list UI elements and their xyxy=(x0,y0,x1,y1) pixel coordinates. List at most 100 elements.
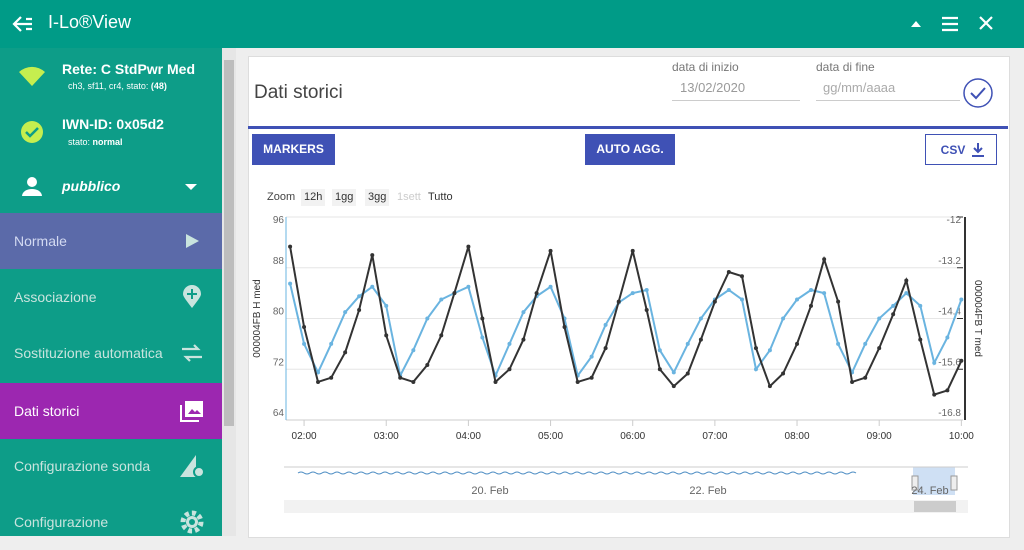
data-point xyxy=(767,384,772,389)
zoom-button-disabled: 1sett xyxy=(394,189,424,206)
series-line xyxy=(289,283,963,379)
data-point xyxy=(753,367,758,372)
csv-label: CSV xyxy=(940,143,966,157)
data-point xyxy=(644,308,649,313)
data-point xyxy=(739,297,744,302)
back-icon[interactable] xyxy=(12,14,34,34)
navigator-scrollbar[interactable] xyxy=(284,500,968,513)
auto-update-button[interactable]: AUTO AGG. xyxy=(585,134,675,165)
y-tick-label: 88 xyxy=(273,256,285,267)
data-point xyxy=(671,384,676,389)
data-point xyxy=(411,348,416,353)
app-title: I-Lo®View xyxy=(48,12,131,32)
data-point xyxy=(357,294,362,299)
markers-button[interactable]: MARKERS xyxy=(252,134,335,165)
series-line xyxy=(289,246,963,396)
data-point xyxy=(918,303,923,308)
menu-item-active[interactable]: Dati storici xyxy=(0,383,222,439)
menu-item[interactable]: Normale xyxy=(0,213,222,269)
end-placeholder: gg/mm/aaaa xyxy=(823,80,896,95)
divider xyxy=(248,126,1008,129)
navigator-selection[interactable] xyxy=(913,467,955,495)
navigator-label: 22. Feb xyxy=(689,485,726,497)
data-point xyxy=(316,379,321,384)
zoom-label: Zoom xyxy=(267,191,296,203)
panel-title: Dati storici xyxy=(254,82,343,103)
data-point xyxy=(384,303,389,308)
app: I-Lo®View Rete: C StdPwr Med ch3, sf11, … xyxy=(0,0,1024,538)
data-point xyxy=(959,358,964,363)
data-point xyxy=(343,350,348,355)
zoom-button[interactable]: 12h xyxy=(301,189,326,206)
data-point xyxy=(316,370,321,375)
gear-icon xyxy=(180,510,204,534)
data-point xyxy=(712,299,717,304)
data-point xyxy=(630,291,635,296)
data-point xyxy=(945,335,950,340)
y2-tick-label: -12 xyxy=(947,215,962,226)
download-icon xyxy=(972,143,984,157)
menu-label: Normale xyxy=(14,233,67,249)
pin-icon xyxy=(183,285,201,308)
data-point xyxy=(370,284,375,289)
data-point xyxy=(329,341,334,346)
data-point xyxy=(767,348,772,353)
data-point xyxy=(795,297,800,302)
wifi-icon xyxy=(19,66,45,86)
data-point xyxy=(863,375,868,380)
navigator-series xyxy=(297,471,857,475)
start-input[interactable]: 13/02/2020 xyxy=(672,80,800,101)
data-point xyxy=(685,341,690,346)
menu-item[interactable]: Associazione xyxy=(0,269,222,325)
data-point xyxy=(877,316,882,321)
menu-item[interactable]: Sostituzione automatica xyxy=(0,325,222,381)
data-point xyxy=(603,346,608,351)
x-tick-label: 08:00 xyxy=(785,431,810,442)
y-tick-label: 64 xyxy=(273,408,285,419)
data-point xyxy=(589,354,594,359)
data-point xyxy=(877,346,882,351)
navigator-handle[interactable] xyxy=(911,475,919,491)
state: normal xyxy=(92,137,123,147)
state-label: stato: xyxy=(68,137,91,147)
data-point xyxy=(507,367,512,372)
data-point xyxy=(507,341,512,346)
y-tick-label: 80 xyxy=(273,307,285,318)
zoom-button[interactable]: 1gg xyxy=(332,189,357,206)
menu-label: Associazione xyxy=(14,289,97,305)
data-point xyxy=(809,303,814,308)
menu-item[interactable]: Configurazione xyxy=(0,494,222,550)
x-tick-label: 09:00 xyxy=(867,431,892,442)
menu-item[interactable]: Configurazione sonda xyxy=(0,438,222,494)
dropdown-icon[interactable] xyxy=(184,182,198,192)
end-input[interactable]: gg/mm/aaaa xyxy=(816,80,960,101)
data-point xyxy=(795,341,800,346)
confirm-button[interactable] xyxy=(962,77,994,109)
probe-icon xyxy=(180,455,205,478)
window-controls[interactable] xyxy=(908,14,998,34)
play-icon xyxy=(186,234,199,248)
data-point xyxy=(822,291,827,296)
navigator-handle[interactable] xyxy=(950,475,958,491)
scroll-thumb[interactable] xyxy=(224,60,234,426)
data-point xyxy=(945,388,950,393)
data-point xyxy=(836,341,841,346)
data-point xyxy=(521,337,526,342)
data-point xyxy=(480,316,485,321)
navigator-scroll-thumb[interactable] xyxy=(914,501,956,512)
data-point xyxy=(671,370,676,375)
data-point xyxy=(809,287,814,292)
data-point xyxy=(698,337,703,342)
data-point xyxy=(781,316,786,321)
data-point xyxy=(726,269,731,274)
x-tick-label: 10:00 xyxy=(949,431,974,442)
zoom-button[interactable]: 3gg xyxy=(365,189,390,206)
data-point xyxy=(603,322,608,327)
csv-button[interactable]: CSV xyxy=(925,134,997,165)
user-name[interactable]: pubblico xyxy=(62,178,121,194)
menu-label: Configurazione xyxy=(14,514,109,530)
zoom-button[interactable]: Tutto xyxy=(425,189,456,206)
sidebar-scrollbar[interactable] xyxy=(222,48,236,536)
data-point xyxy=(630,248,635,253)
data-point xyxy=(562,324,567,329)
